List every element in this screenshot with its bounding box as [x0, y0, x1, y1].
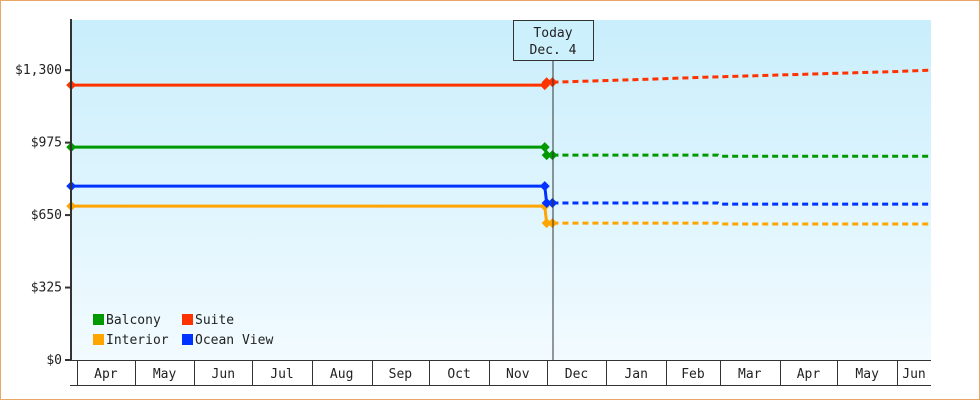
x-tick-label: Mar — [738, 367, 762, 382]
y-tick-label: $650 — [31, 208, 62, 223]
plot-area — [71, 20, 931, 360]
x-tick-label: Feb — [681, 367, 705, 382]
legend-item-suite[interactable]: Suite — [182, 313, 234, 328]
data-point[interactable] — [541, 218, 552, 229]
legend-label: Interior — [106, 333, 169, 348]
x-tick-label: Apr — [797, 367, 821, 382]
x-tick-label: Aug — [330, 367, 353, 382]
x-tick-label: Jan — [624, 367, 647, 382]
y-tick-label: $1,300 — [15, 63, 62, 78]
data-point[interactable] — [547, 77, 558, 88]
legend-swatch — [182, 334, 193, 345]
x-tick-label: Apr — [94, 367, 118, 382]
data-point[interactable] — [541, 150, 552, 161]
x-tick-label: May — [855, 367, 879, 382]
legend-label: Balcony — [106, 313, 161, 328]
y-tick-label: $975 — [31, 136, 62, 151]
series-interior — [66, 201, 930, 229]
legend-swatch — [93, 334, 104, 345]
forecast-line — [552, 153, 930, 158]
data-point[interactable] — [539, 142, 550, 153]
legend-swatch — [93, 314, 104, 325]
data-point[interactable] — [541, 77, 552, 88]
data-point[interactable] — [547, 218, 558, 229]
series-balcony — [66, 142, 930, 161]
today-label: Today — [533, 26, 572, 41]
x-tick-label: Jul — [270, 367, 293, 382]
forecast-line — [552, 201, 930, 206]
today-marker: Today Dec. 4 — [513, 20, 594, 360]
x-tick-label: Jun — [902, 367, 925, 382]
data-point[interactable] — [539, 181, 550, 192]
y-tick-label: $0 — [46, 353, 62, 368]
series-suite — [66, 68, 930, 91]
legend-item-balcony[interactable]: Balcony — [93, 313, 161, 328]
legend-swatch — [182, 314, 193, 325]
data-point[interactable] — [541, 198, 552, 209]
x-tick-label: Jun — [212, 367, 235, 382]
x-tick-label: May — [153, 367, 177, 382]
data-point[interactable] — [547, 150, 558, 161]
legend-label: Ocean View — [195, 333, 273, 348]
today-date: Dec. 4 — [530, 43, 577, 58]
x-tick-label: Dec — [565, 367, 588, 382]
forecast-line — [552, 221, 930, 226]
legend: Balcony Suite Interior Ocean View — [93, 313, 273, 348]
legend-item-interior[interactable]: Interior — [93, 333, 169, 348]
series-ocean-view — [66, 181, 930, 209]
y-tick-label: $325 — [31, 281, 62, 296]
x-tick-label: Nov — [506, 367, 530, 382]
legend-item-ocean-view[interactable]: Ocean View — [182, 333, 273, 348]
legend-label: Suite — [195, 313, 234, 328]
x-tick-label: Sep — [389, 367, 413, 382]
forecast-line — [552, 68, 930, 84]
data-point[interactable] — [547, 198, 558, 209]
x-tick-label: Oct — [447, 367, 470, 382]
